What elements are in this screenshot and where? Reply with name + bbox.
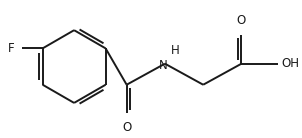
Text: F: F — [8, 42, 15, 55]
Text: N: N — [159, 59, 167, 72]
Text: O: O — [122, 121, 131, 134]
Text: O: O — [237, 14, 246, 27]
Text: H: H — [171, 44, 179, 57]
Text: OH: OH — [282, 57, 300, 70]
